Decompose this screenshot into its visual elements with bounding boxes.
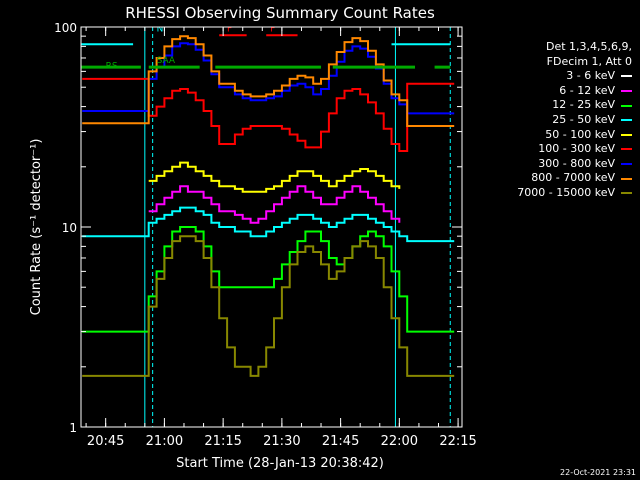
legend-entry-label: 7000 - 15000 keV xyxy=(517,185,615,199)
x-tick-label-6: 22:15 xyxy=(439,434,476,449)
legend-swatch xyxy=(621,119,632,122)
legend-entry-label: 50 - 100 keV xyxy=(545,127,615,141)
legend-swatch xyxy=(621,148,632,151)
legend: Det 1,3,4,5,6,9, FDecim 1, Att 0 3 - 6 k… xyxy=(478,40,632,201)
legend-entry-label: 800 - 7000 keV xyxy=(531,171,615,185)
chart-title: RHESSI Observing Summary Count Rates xyxy=(125,4,435,22)
plot-frame xyxy=(80,26,463,428)
legend-swatch xyxy=(621,75,632,78)
legend-entry: 300 - 800 keV xyxy=(478,157,632,172)
x-tick-label-1: 21:00 xyxy=(146,434,183,449)
series-line-3 xyxy=(82,206,455,243)
legend-entry: 25 - 50 keV xyxy=(478,113,632,128)
series-line-1 xyxy=(148,185,401,224)
legend-entry: 3 - 6 keV xyxy=(478,69,632,84)
flag-label-0: RS xyxy=(106,62,118,72)
generation-timestamp: 22-Oct-2021 23:31 xyxy=(560,468,636,477)
series-line-2 xyxy=(82,226,455,333)
legend-swatch xyxy=(621,177,632,180)
series-line-8 xyxy=(82,235,455,377)
y-axis-label: Count Rate (s⁻¹ detector⁻¹) xyxy=(29,139,44,316)
flag-label-2: N xyxy=(157,24,164,34)
legend-swatch xyxy=(621,163,632,166)
legend-entry-label: 300 - 800 keV xyxy=(538,156,615,170)
legend-header-line-2: FDecim 1, Att 0 xyxy=(546,54,632,68)
x-tick-label-0: 20:45 xyxy=(87,434,124,449)
legend-swatch xyxy=(621,104,632,107)
legend-entry-label: 3 - 6 keV xyxy=(566,69,615,83)
x-tick-label-3: 21:30 xyxy=(263,434,300,449)
series-line-5 xyxy=(82,77,455,152)
legend-entry: 7000 - 15000 keV xyxy=(478,186,632,201)
series-line-7 xyxy=(82,35,455,127)
legend-entry-label: 100 - 300 keV xyxy=(538,142,615,156)
series-line-0 xyxy=(148,217,400,327)
legend-entry: 6 - 12 keV xyxy=(478,84,632,99)
y-tick-label-1: 10 xyxy=(62,221,77,235)
legend-entry-label: 12 - 25 keV xyxy=(552,98,615,112)
legend-swatch xyxy=(621,90,632,93)
legend-entry: 12 - 25 keV xyxy=(478,98,632,113)
legend-entry: 800 - 7000 keV xyxy=(478,171,632,186)
y-tick-label-0: 1 xyxy=(69,421,77,435)
legend-header-line-1: Det 1,3,4,5,6,9, xyxy=(545,40,632,53)
legend-entry-label: 6 - 12 keV xyxy=(559,83,615,97)
x-tick-label-2: 21:15 xyxy=(204,434,241,449)
x-axis-label: Start Time (28-Jan-13 20:38:42) xyxy=(176,456,384,471)
legend-entry: 100 - 300 keV xyxy=(478,142,632,157)
plot-area: RS SAA N F F xyxy=(81,24,455,427)
x-tick-label-4: 21:45 xyxy=(322,434,359,449)
legend-entry-label: 25 - 50 keV xyxy=(552,112,615,126)
legend-swatch xyxy=(621,133,632,136)
flag-label-3: F xyxy=(227,24,232,34)
y-tick-label-2: 100 xyxy=(54,21,77,35)
legend-entry: 50 - 100 keV xyxy=(478,128,632,143)
axes: 1 10 100 20:45 21:00 21:15 21:30 21:45 22:00 22:1… xyxy=(54,21,477,449)
plot-series-group: RS SAA N F F xyxy=(81,24,455,427)
x-tick-label-5: 22:00 xyxy=(381,434,418,449)
legend-swatch xyxy=(621,192,632,195)
flag-label-1: SAA xyxy=(157,56,176,66)
flag-label-4: F xyxy=(270,24,275,34)
series-line-4 xyxy=(148,161,401,193)
